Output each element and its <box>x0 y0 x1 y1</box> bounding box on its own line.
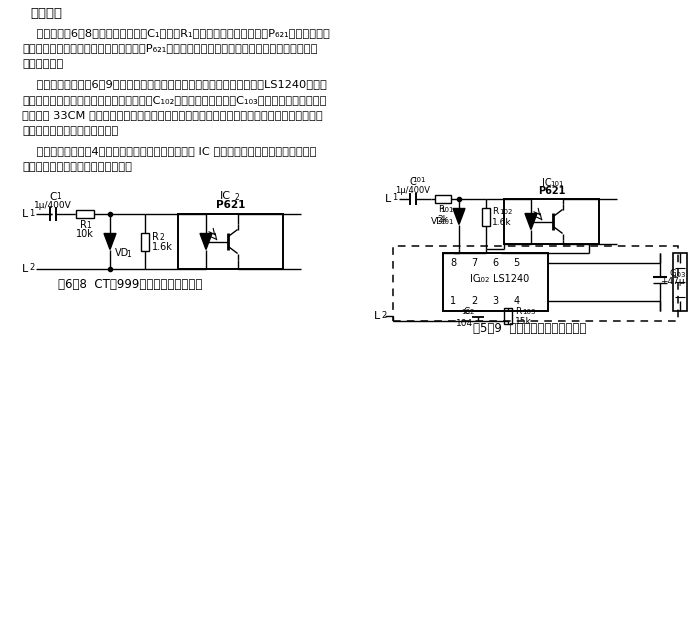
Polygon shape <box>200 233 212 250</box>
Text: 101: 101 <box>550 181 563 187</box>
Text: P621: P621 <box>216 200 245 210</box>
Text: 104: 104 <box>456 320 473 328</box>
Text: HTD: HTD <box>693 273 697 291</box>
Text: L: L <box>22 209 29 219</box>
Text: 增加部分电路如图6－9虚线框中所示，选用交流直接驱动型振铃集成电路LS1240，它具: 增加部分电路如图6－9虚线框中所示，选用交流直接驱动型振铃集成电路LS1240，… <box>22 79 327 89</box>
Text: 7: 7 <box>471 258 477 268</box>
Polygon shape <box>104 233 116 250</box>
Text: 工作原理: 工作原理 <box>30 7 62 20</box>
Polygon shape <box>525 213 537 230</box>
Text: VD: VD <box>431 217 443 226</box>
Text: 10k: 10k <box>76 229 94 239</box>
Text: 1: 1 <box>56 192 61 201</box>
Bar <box>178 214 283 269</box>
Text: 1: 1 <box>450 296 457 306</box>
Text: R: R <box>515 306 521 316</box>
Text: 1μ/400V: 1μ/400V <box>34 201 72 210</box>
Text: 图6－8  CT－999型无绳电话原电路图: 图6－8 CT－999型无绳电话原电路图 <box>58 277 202 291</box>
Text: 图5－9  增加振铃功能后的电路图: 图5－9 增加振铃功能后的电路图 <box>473 323 587 335</box>
Text: 1: 1 <box>29 208 34 218</box>
Text: C: C <box>410 177 416 187</box>
Text: 声音仍然很大，可以满足需要。: 声音仍然很大，可以满足需要。 <box>22 126 118 136</box>
Text: C: C <box>49 192 56 202</box>
Text: C: C <box>670 269 676 279</box>
Text: 2: 2 <box>29 264 34 272</box>
Bar <box>504 308 512 324</box>
Text: L: L <box>385 194 391 204</box>
Text: 102: 102 <box>499 209 512 216</box>
Text: LS1240: LS1240 <box>493 274 530 284</box>
Text: 101: 101 <box>441 207 454 213</box>
Text: 1: 1 <box>126 250 131 259</box>
Text: 1.6k: 1.6k <box>152 243 173 252</box>
Text: IC: IC <box>220 191 231 201</box>
Text: IC: IC <box>542 178 551 188</box>
Text: 实用。但在焚接时要注意不能短路。: 实用。但在焚接时要注意不能短路。 <box>22 162 132 172</box>
Bar <box>504 199 599 244</box>
Text: L: L <box>374 311 380 321</box>
Text: 有外围元件少，可直接推动蜂鸣器的特点。C₁₀₂是扫描频率电容器，C₁₀₃是外接的滤波电容器，: 有外围元件少，可直接推动蜂鸣器的特点。C₁₀₂是扫描频率电容器，C₁₀₃是外接的… <box>22 95 326 105</box>
Text: 2k: 2k <box>438 214 448 223</box>
Text: C: C <box>464 306 470 316</box>
Text: 1: 1 <box>86 221 91 230</box>
Text: 103: 103 <box>522 309 535 315</box>
Text: 102: 102 <box>476 277 489 283</box>
Text: 8: 8 <box>450 258 457 268</box>
Bar <box>673 253 687 311</box>
Text: 4: 4 <box>514 296 519 306</box>
Text: 101: 101 <box>412 177 426 183</box>
Text: R: R <box>79 220 86 230</box>
Text: R: R <box>152 231 159 242</box>
Text: R: R <box>492 207 498 216</box>
Text: 和母机发出振铃声，但主机掉电后，由于P₆₂₁的次级失去工作电压，所以有电话呼入时，子母机: 和母机发出振铃声，但主机掉电后，由于P₆₂₁的次级失去工作电压，所以有电话呼入时… <box>22 43 318 53</box>
Text: 2: 2 <box>471 296 477 306</box>
Text: 1.6k: 1.6k <box>492 218 512 227</box>
Text: 2: 2 <box>159 233 164 242</box>
Bar <box>482 208 490 226</box>
Text: 5: 5 <box>514 258 520 268</box>
Text: 2: 2 <box>382 311 387 320</box>
Text: 103: 103 <box>672 272 686 278</box>
Text: 1μ/400V: 1μ/400V <box>395 186 431 195</box>
Text: VD: VD <box>115 248 129 259</box>
Bar <box>435 195 451 203</box>
Text: 2: 2 <box>234 192 239 201</box>
Text: 6: 6 <box>493 258 498 268</box>
Text: R: R <box>438 206 444 214</box>
Bar <box>76 210 94 218</box>
Text: L: L <box>22 264 29 274</box>
Bar <box>393 246 678 321</box>
Text: 15k: 15k <box>515 318 532 326</box>
Bar <box>443 253 548 311</box>
Text: 102: 102 <box>461 309 475 315</box>
Text: 3: 3 <box>493 296 498 306</box>
Text: 由于加装部分只有4只元件，也可以不做印制板，以 IC 为核心，直接焚接，所以比较方便: 由于加装部分只有4只元件，也可以不做印制板，以 IC 为核心，直接焚接，所以比较… <box>22 147 316 157</box>
Text: +47μ: +47μ <box>659 277 684 286</box>
Text: 输出选用 33CM 压电陶瓷蜂鸣片，不加做助声腔，直接将它贴在话机内部的后壁上。经实验，: 输出选用 33CM 压电陶瓷蜂鸣片，不加做助声腔，直接将它贴在话机内部的后壁上。… <box>22 111 323 121</box>
Text: 均不能响铃。: 均不能响铃。 <box>22 59 63 69</box>
Text: IC: IC <box>470 274 480 284</box>
Text: 1: 1 <box>392 194 397 203</box>
Polygon shape <box>453 208 465 225</box>
Text: 原电路如图6－8所示，振铃信号经C₁隔直，R₁限流后，再经光控耦合器P₆₂₁推动，使子机: 原电路如图6－8所示，振铃信号经C₁隔直，R₁限流后，再经光控耦合器P₆₂₁推动… <box>22 28 330 38</box>
Text: P621: P621 <box>538 186 565 196</box>
Bar <box>141 233 149 250</box>
Text: 101: 101 <box>441 220 454 226</box>
